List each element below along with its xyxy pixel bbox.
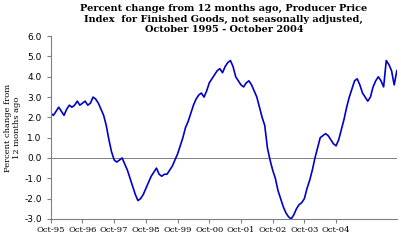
Y-axis label: Percent change from
12 months ago: Percent change from 12 months ago [4, 84, 21, 172]
Title: Percent change from 12 months ago, Producer Price
Index  for Finished Goods, not: Percent change from 12 months ago, Produ… [80, 4, 367, 34]
